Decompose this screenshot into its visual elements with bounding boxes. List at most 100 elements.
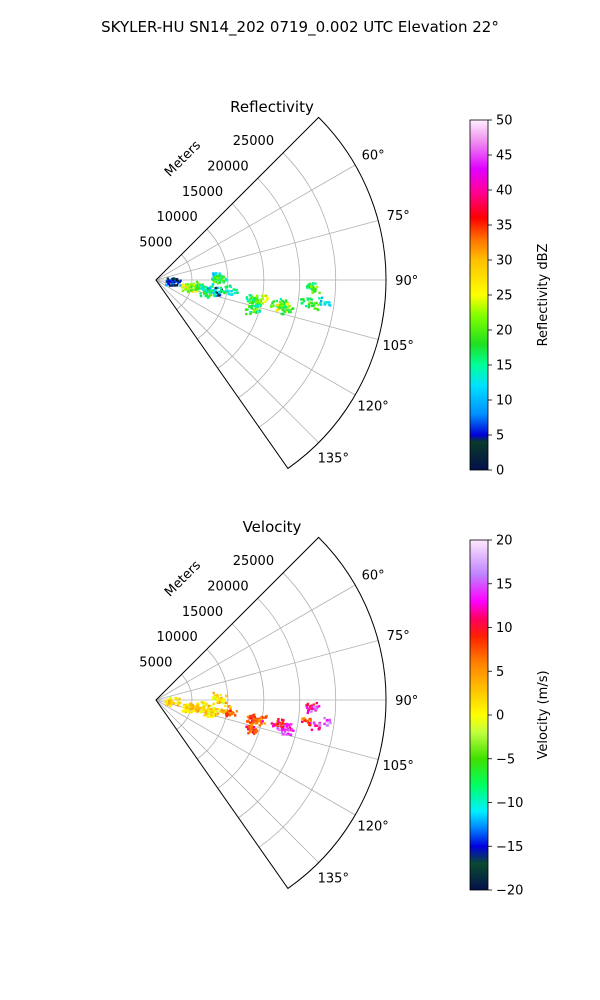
echo-point xyxy=(302,717,306,720)
echo-point xyxy=(196,702,199,705)
echo-point xyxy=(311,304,314,308)
echo-point xyxy=(313,290,316,293)
azimuth-tick-label: 105° xyxy=(383,339,414,354)
echo-point xyxy=(281,732,284,736)
echo-point xyxy=(210,711,214,714)
range-ring xyxy=(258,572,337,848)
echo-point xyxy=(212,706,216,710)
echo-point xyxy=(191,703,194,706)
echo-point xyxy=(171,280,174,283)
echo-point xyxy=(202,701,206,704)
echo-point xyxy=(201,283,204,286)
echo-point xyxy=(171,701,174,704)
echo-point xyxy=(309,724,312,727)
echo-point xyxy=(308,301,311,304)
echo-point xyxy=(205,710,208,713)
colorbar-tick-label: 25 xyxy=(496,289,513,304)
echo-point xyxy=(224,289,228,292)
echo-point xyxy=(211,277,214,281)
echo-point xyxy=(252,731,255,734)
echo-point xyxy=(202,292,206,295)
echo-point xyxy=(282,306,285,309)
echo-point xyxy=(259,717,262,720)
azimuth-tick-label: 90° xyxy=(395,694,418,709)
echo-point xyxy=(311,282,315,285)
echo-point xyxy=(199,294,203,298)
echo-point xyxy=(208,292,212,295)
echo-field xyxy=(165,272,332,316)
azimuth-gridline xyxy=(155,279,319,443)
azimuth-tick-label: 75° xyxy=(387,629,410,644)
echo-point xyxy=(249,714,252,718)
echo-point xyxy=(230,293,233,296)
echo-point xyxy=(184,283,188,286)
echo-point xyxy=(169,704,172,708)
echo-point xyxy=(288,733,292,736)
echo-point xyxy=(315,701,318,705)
echo-point xyxy=(216,708,219,711)
echo-point xyxy=(313,705,317,708)
range-ring xyxy=(196,648,229,760)
echo-point xyxy=(215,710,218,713)
echo-point xyxy=(309,297,312,300)
echo-point xyxy=(212,702,215,706)
echo-point xyxy=(216,286,219,290)
echo-point xyxy=(317,303,320,307)
echo-point xyxy=(196,703,199,707)
echo-point xyxy=(303,719,306,722)
echo-point xyxy=(251,301,255,304)
echo-point xyxy=(166,700,170,703)
echo-point xyxy=(224,704,227,708)
echo-point xyxy=(262,716,265,719)
echo-point xyxy=(306,286,309,290)
range-axis-label: Meters xyxy=(162,558,204,600)
azimuth-tick-label: 105° xyxy=(383,759,414,774)
echo-point xyxy=(215,276,219,280)
echo-point xyxy=(208,708,212,711)
echo-point xyxy=(309,706,312,709)
echo-point xyxy=(229,705,232,709)
echo-point xyxy=(191,707,194,710)
echo-point xyxy=(225,286,228,289)
echo-point xyxy=(229,709,232,713)
echo-point xyxy=(245,725,249,728)
echo-point xyxy=(171,284,174,287)
echo-point xyxy=(315,707,319,711)
echo-point xyxy=(222,275,225,279)
echo-point xyxy=(232,712,235,715)
echo-point xyxy=(227,709,230,713)
echo-point xyxy=(224,701,228,705)
echo-point xyxy=(304,304,308,308)
echo-point xyxy=(214,272,217,275)
echo-point xyxy=(318,721,321,725)
echo-point xyxy=(201,707,204,710)
echo-point xyxy=(205,702,208,706)
echo-point xyxy=(218,290,221,294)
echo-point xyxy=(285,725,289,728)
echo-point xyxy=(272,300,275,303)
echo-point xyxy=(218,272,221,275)
echo-point xyxy=(206,296,210,299)
azimuth-gridline xyxy=(155,279,356,396)
echo-point xyxy=(260,722,263,725)
echo-point xyxy=(194,290,198,293)
echo-point xyxy=(210,704,213,708)
echo-point xyxy=(278,721,282,724)
echo-point xyxy=(219,288,223,291)
echo-point xyxy=(263,722,267,725)
echo-point xyxy=(186,709,189,712)
echo-point xyxy=(286,732,290,735)
echo-point xyxy=(249,297,253,300)
colorbar-tick-label: 45 xyxy=(496,149,513,164)
echo-point xyxy=(216,279,220,282)
echo-point xyxy=(204,289,208,292)
echo-point xyxy=(256,308,259,311)
echo-point xyxy=(249,312,252,316)
echo-point xyxy=(202,706,206,709)
echo-point xyxy=(222,711,225,715)
echo-point xyxy=(220,278,224,281)
echo-point xyxy=(219,693,222,697)
echo-point xyxy=(192,709,196,713)
echo-point xyxy=(212,291,215,294)
echo-point xyxy=(279,306,282,310)
